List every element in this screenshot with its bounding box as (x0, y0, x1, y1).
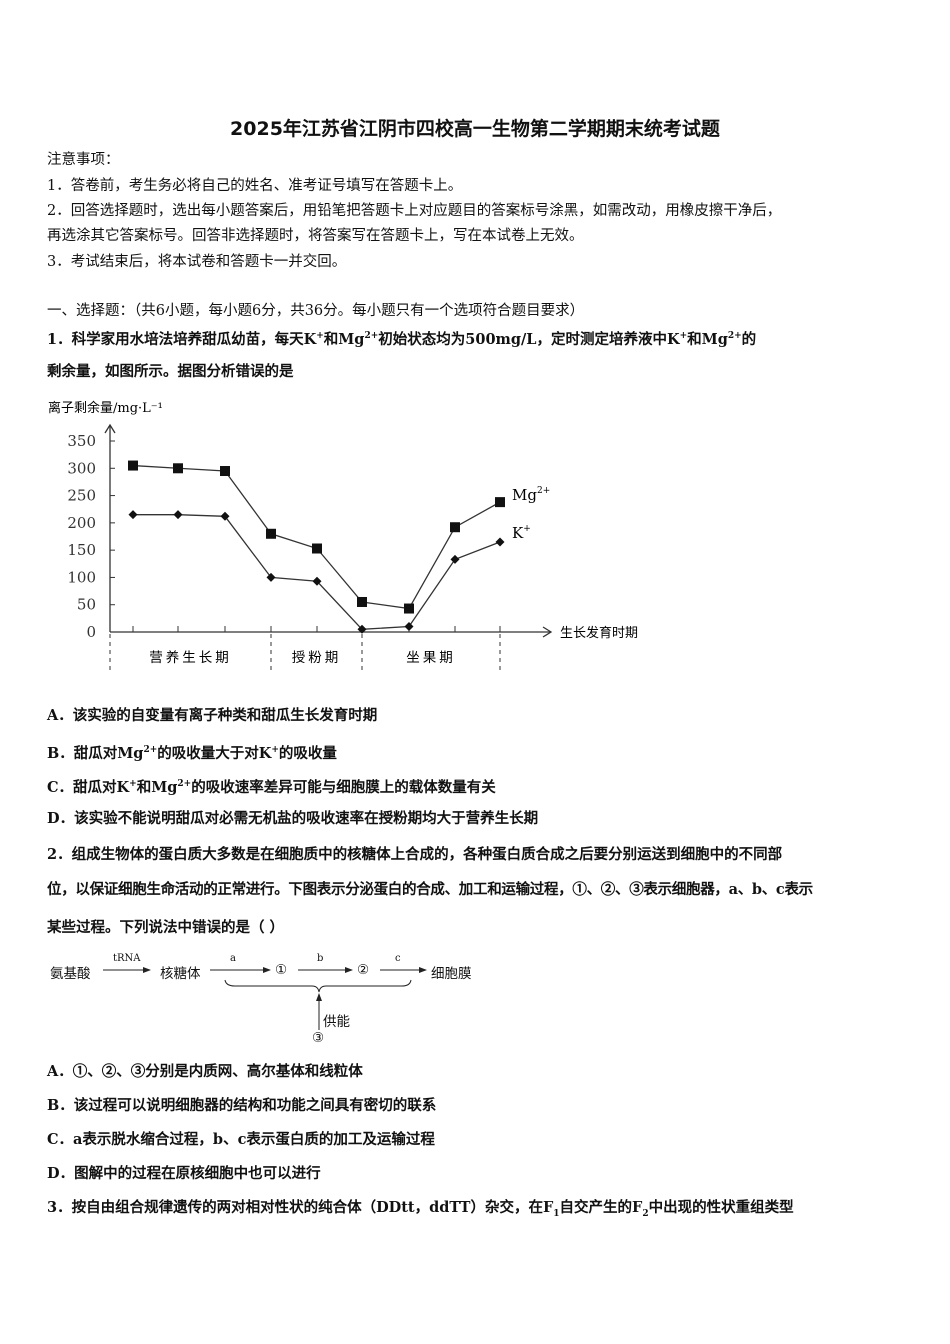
data-point-square (404, 603, 414, 614)
notice-item: 2．回答选择题时，选出每小题答案后，用铅笔把答题卡上对应题目的答案标号涂黑，如需… (47, 203, 782, 219)
q2-stem: 位，以保证细胞生命活动的正常进行。下图表示分泌蛋白的合成、加工和运输过程，①、②… (47, 881, 813, 898)
data-point-diamond (173, 510, 183, 520)
data-point-square (173, 463, 183, 474)
node-organelle-2: ② (357, 962, 370, 978)
data-point-square (312, 543, 322, 554)
y-tick-label: 300 (67, 459, 96, 477)
label-a: a (230, 953, 236, 964)
q3-stem: 3．按自由组合规律遗传的两对相对性状的纯合体（DDtt，ddTT）杂交，在F1自… (47, 1199, 794, 1219)
period-label: 授粉期 (292, 650, 342, 666)
node-organelle-1: ① (275, 962, 288, 978)
q1-stem-cont: 剩余量，如图所示。据图分析错误的是 (47, 363, 294, 380)
q1-option-a[interactable]: A．该实验的自变量有离子种类和甜瓜生长发育时期 (47, 707, 378, 724)
y-tick-label: 200 (67, 514, 96, 532)
label-b: b (317, 953, 324, 964)
y-axis-arrow-icon (104, 423, 116, 434)
notice-heading: 注意事项： (47, 152, 120, 168)
data-point-diamond (404, 622, 414, 632)
y-tick-label: 350 (67, 432, 96, 450)
data-point-square (220, 466, 230, 477)
data-point-square (357, 596, 367, 607)
notice-item: 再选涂其它答案标号。回答非选择题时，将答案写在答题卡上，写在本试卷上无效。 (47, 228, 584, 244)
x-axis-label: 生长发育时期 (560, 625, 638, 641)
y-axis-label: 离子剩余量/mg·L⁻¹ (48, 400, 163, 416)
y-tick-label: 50 (77, 596, 96, 614)
label-trna: tRNA (113, 953, 141, 964)
node-ribosome: 核糖体 (160, 966, 201, 982)
y-tick-label: 0 (86, 623, 96, 641)
period-label: 营养生长期 (149, 650, 232, 666)
data-point-square (128, 460, 138, 471)
notice-item: 1．答卷前，考生务必将自己的姓名、准考证号填写在答题卡上。 (47, 178, 463, 194)
data-point-square (266, 528, 276, 539)
q1-stem: 1．科学家用水培法培养甜瓜幼苗，每天K+和Mg2+初始状态均为500mg/L，定… (47, 330, 757, 348)
data-point-diamond (495, 537, 505, 547)
q2-option-d[interactable]: D．图解中的过程在原核细胞中也可以进行 (47, 1165, 321, 1182)
data-point-diamond (266, 572, 276, 582)
diagram-arrows (103, 967, 427, 1030)
node-cell-membrane: 细胞膜 (431, 966, 472, 982)
q1-option-d[interactable]: D．该实验不能说明甜瓜对必需无机盐的吸收速率在授粉期均大于营养生长期 (47, 810, 539, 827)
node-organelle-3: ③ (312, 1030, 325, 1046)
q2-stem: 某些过程。下列说法中错误的是（ ） (47, 919, 285, 936)
series-line-square (132, 464, 501, 610)
section-heading: 一、选择题：（共6小题，每小题6分，共36分。每小题只有一个选项符合题目要求） (47, 303, 585, 319)
data-point-diamond (220, 511, 230, 521)
q2-option-c[interactable]: C．a表示脱水缩合过程，b、c表示蛋白质的加工及运输过程 (47, 1131, 435, 1148)
series-label: Mg2+ (512, 486, 550, 504)
series-label: K+ (512, 524, 531, 542)
x-axis-arrow-icon (542, 626, 553, 638)
brace-icon (224, 979, 412, 993)
q2-option-a[interactable]: A．①、②、③分别是内质网、高尔基体和线粒体 (47, 1063, 363, 1080)
protein-secretion-diagram: 氨基酸 tRNA 核糖体 a ① b ② c 细胞膜 供能 ③ (40, 950, 500, 1050)
q2-stem: 2．组成生物体的蛋白质大多数是在细胞质中的核糖体上合成的，各种蛋白质合成之后要分… (47, 846, 783, 863)
ion-chart: 离子剩余量/mg·L⁻¹ 生长发育时期 0 50 100 150 200 250 300 35… (48, 400, 638, 670)
y-tick-label: 100 (67, 568, 96, 586)
label-c: c (395, 953, 401, 964)
y-tick-label: 150 (67, 541, 96, 559)
series-line-diamond (133, 514, 501, 630)
data-point-diamond (312, 576, 322, 586)
data-point-diamond (450, 554, 460, 564)
page-title: 2025年江苏省江阴市四校高一生物第二学期期末统考试题 (230, 118, 720, 140)
q2-option-b[interactable]: B．该过程可以说明细胞器的结构和功能之间具有密切的联系 (47, 1097, 437, 1114)
data-point-square (450, 522, 460, 533)
data-point-square (495, 497, 505, 508)
label-energy: 供能 (323, 1014, 350, 1030)
data-point-diamond (357, 624, 367, 634)
q1-option-c[interactable]: C．甜瓜对K+和Mg2+的吸收速率差异可能与细胞膜上的载体数量有关 (47, 778, 496, 796)
node-amino-acid: 氨基酸 (50, 966, 91, 982)
period-label: 坐果期 (406, 650, 456, 666)
y-tick-label: 250 (67, 487, 96, 505)
q1-option-b[interactable]: B．甜瓜对Mg2+的吸收量大于对K+的吸收量 (47, 744, 337, 762)
data-point-diamond (128, 510, 138, 520)
notice-item: 3．考试结束后，将本试卷和答题卡一并交回。 (47, 254, 347, 270)
